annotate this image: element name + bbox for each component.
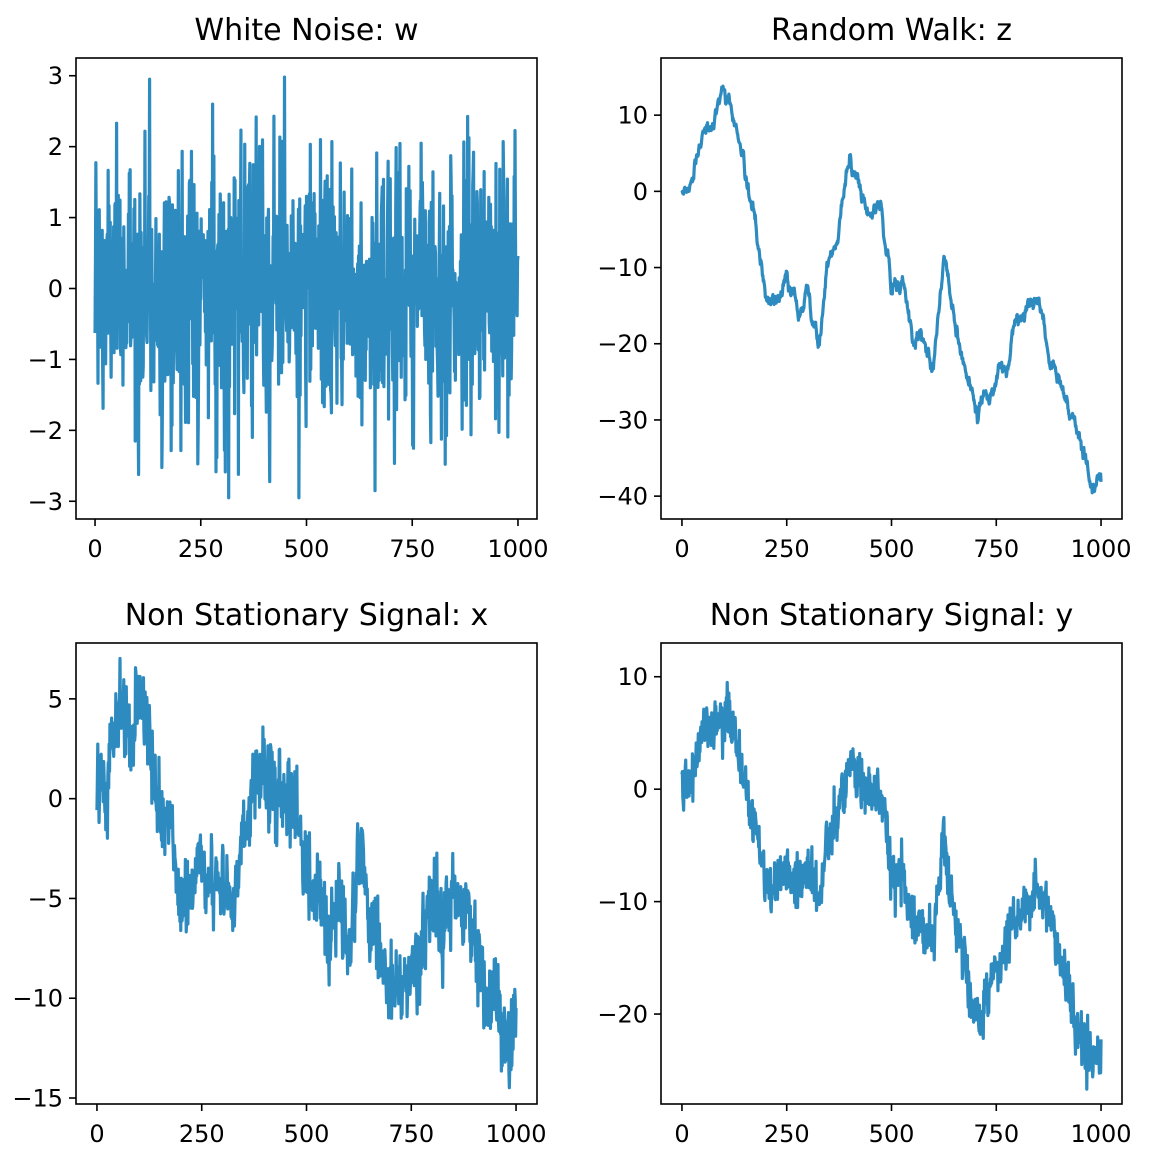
non-stationary-x-y-tick-label: −5 [28,885,63,913]
white-noise-series-line [93,75,520,500]
random-walk-y-tick-label: 0 [633,178,648,206]
white-noise-title: White Noise: w [194,13,418,48]
white-noise-x-tick-label: 500 [284,535,330,563]
non-stationary-y-y-tick-label: −20 [597,1001,648,1029]
non-stationary-y-y-tick-label: 10 [617,663,648,691]
non-stationary-x-x-tick-label: 750 [388,1120,434,1148]
non-stationary-x-y-tick-label: −15 [12,1085,63,1113]
non-stationary-y-x-tick-label: 0 [674,1120,689,1148]
random-walk-y-tick-label: −30 [597,406,648,434]
non-stationary-y-y-tick-label: −10 [597,888,648,916]
non-stationary-x-x-tick-label: 1000 [486,1120,547,1148]
random-walk-x-tick-label: 250 [764,535,810,563]
non-stationary-y-panel: 0 250 500 750 1000 −20 −10 0 10 Non Stationary Si… [597,598,1131,1148]
non-stationary-x-x-tick-label: 0 [89,1120,104,1148]
non-stationary-x-y-tick-label: 0 [48,785,63,813]
white-noise-y-tick-label: −2 [28,417,63,445]
non-stationary-x-x-tick-label: 250 [179,1120,225,1148]
random-walk-x-tick-label: 0 [674,535,689,563]
random-walk-y-tick-label: −10 [597,254,648,282]
non-stationary-y-y-tick-label: 0 [633,776,648,804]
non-stationary-y-x-tick-label: 250 [764,1120,810,1148]
random-walk-y-tick-label: 10 [617,102,648,130]
non-stationary-x-y-tick-label: −10 [12,985,63,1013]
white-noise-y-tick-label: 0 [48,275,63,303]
random-walk-x-tick-label: 1000 [1071,535,1132,563]
white-noise-x-tick-label: 0 [87,535,102,563]
non-stationary-x-x-tick-label: 500 [284,1120,330,1148]
white-noise-x-tick-label: 250 [178,535,224,563]
white-noise-y-tick-label: 1 [48,204,63,232]
non-stationary-y-x-tick-label: 750 [973,1120,1019,1148]
white-noise-y-tick-label: −3 [28,488,63,516]
non-stationary-y-series-line [680,680,1103,1091]
random-walk-y-tick-label: −40 [597,483,648,511]
white-noise-panel: 0 250 500 750 1000 −3 −2 −1 0 1 2 3 White Noise: w [28,13,549,563]
random-walk-x-tick-label: 500 [869,535,915,563]
non-stationary-x-title: Non Stationary Signal: x [125,598,489,633]
non-stationary-y-title: Non Stationary Signal: y [710,598,1074,633]
random-walk-x-tick-label: 750 [973,535,1019,563]
random-walk-panel: 0 250 500 750 1000 −40 −30 −20 −10 0 10 Random Walk… [597,13,1131,563]
white-noise-x-tick-label: 750 [389,535,435,563]
non-stationary-y-x-tick-label: 500 [869,1120,915,1148]
non-stationary-x-panel: 0 250 500 750 1000 −15 −10 −5 0 5 Non Stationary S… [12,598,546,1148]
white-noise-y-tick-label: 3 [48,62,63,90]
non-stationary-y-x-tick-label: 1000 [1071,1120,1132,1148]
random-walk-series-line [680,84,1103,495]
random-walk-y-tick-label: −20 [597,330,648,358]
white-noise-y-tick-label: 2 [48,133,63,161]
white-noise-x-tick-label: 1000 [487,535,548,563]
random-walk-title: Random Walk: z [771,13,1012,48]
non-stationary-x-y-tick-label: 5 [48,685,63,713]
non-stationary-x-series-line [95,656,518,1090]
white-noise-y-tick-label: −1 [28,346,63,374]
